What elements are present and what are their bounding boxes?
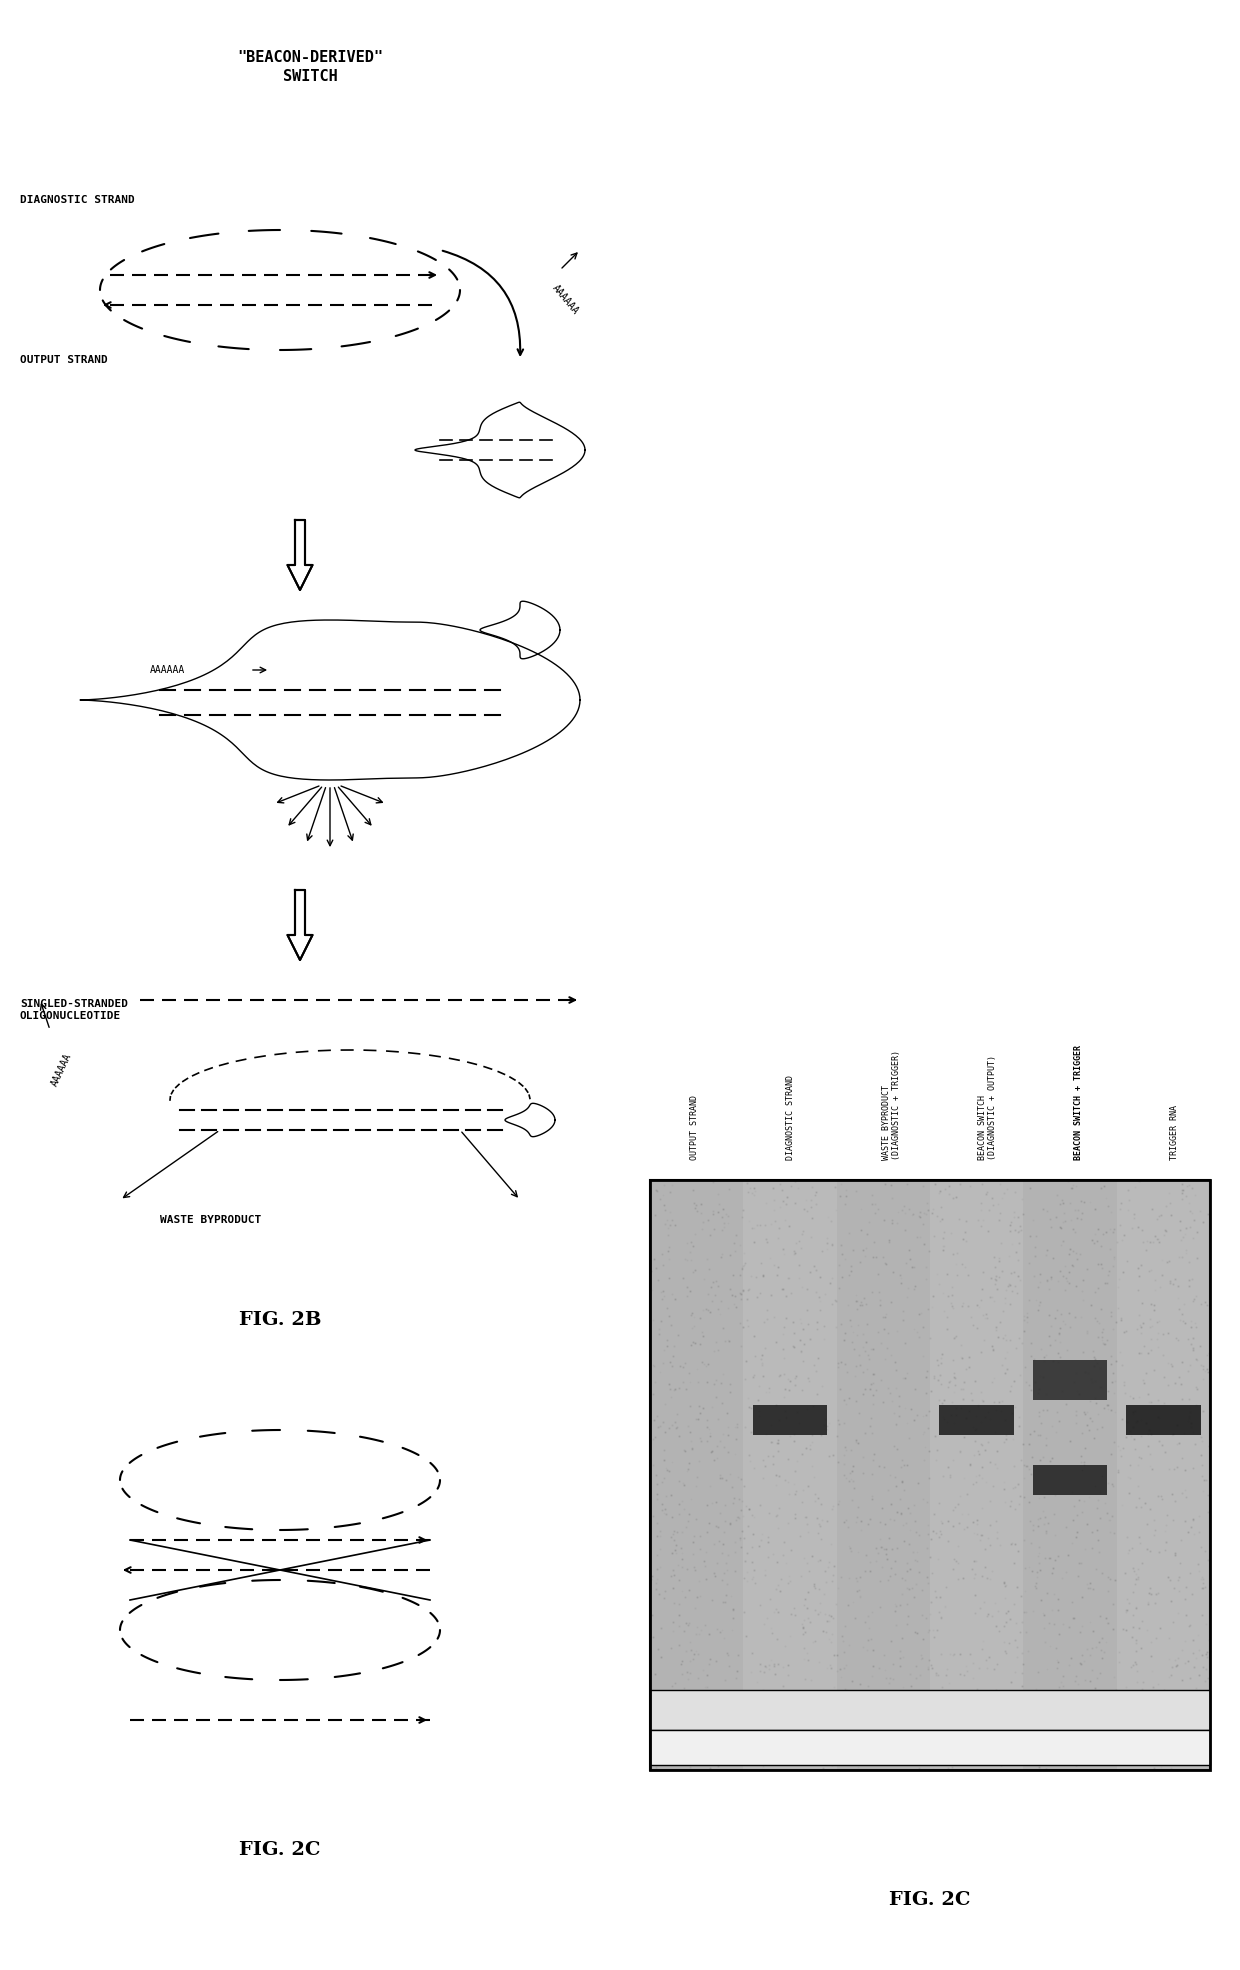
Text: AAAAAA: AAAAAA	[150, 666, 185, 676]
Text: AAAAAA: AAAAAA	[551, 284, 580, 317]
Bar	[1126, 1405, 1200, 1434]
Bar	[650, 1180, 743, 1769]
Text: WASTE BYPRODUCT: WASTE BYPRODUCT	[160, 1215, 262, 1225]
Polygon shape	[288, 890, 312, 959]
Bar	[650, 1730, 1210, 1765]
Bar	[837, 1180, 930, 1769]
Text: DIAGNOSTIC STRAND: DIAGNOSTIC STRAND	[786, 1076, 795, 1160]
Text: FIG. 2C: FIG. 2C	[889, 1891, 971, 1909]
Text: "BEACON-DERIVED"
SWITCH: "BEACON-DERIVED" SWITCH	[237, 49, 383, 83]
Text: FIG. 2B: FIG. 2B	[239, 1310, 321, 1330]
Bar	[650, 1180, 1210, 1769]
Bar	[1117, 1180, 1210, 1769]
Text: TRIGGER RNA: TRIGGER RNA	[1171, 1105, 1179, 1160]
Text: OUTPUT STRAND: OUTPUT STRAND	[689, 1095, 699, 1160]
Bar	[940, 1405, 1014, 1434]
Bar	[1023, 1180, 1117, 1769]
Polygon shape	[288, 520, 312, 589]
Text: OUTPUT STRAND: OUTPUT STRAND	[20, 355, 108, 364]
Bar	[1033, 1466, 1107, 1495]
Bar	[753, 1405, 827, 1434]
Text: SINGLED-STRANDED
OLIGONUCLEOTIDE: SINGLED-STRANDED OLIGONUCLEOTIDE	[20, 999, 128, 1020]
Bar	[743, 1180, 837, 1769]
Text: AAAAAA: AAAAAA	[50, 1052, 74, 1087]
Text: BEACON SWITCH
(DIAGNOSTIC + OUTPUT): BEACON SWITCH (DIAGNOSTIC + OUTPUT)	[978, 1056, 997, 1160]
Bar	[1033, 1359, 1107, 1401]
Text: DIAGNOSTIC STRAND: DIAGNOSTIC STRAND	[20, 195, 135, 205]
Bar	[650, 1180, 1210, 1769]
Bar	[650, 1690, 1210, 1730]
Text: WASTE BYPRODUCT
(DIAGNOSTIC + TRIGGER): WASTE BYPRODUCT (DIAGNOSTIC + TRIGGER)	[882, 1050, 901, 1160]
Text: BEACON SWITCH + TRIGGER: BEACON SWITCH + TRIGGER	[1074, 1044, 1083, 1160]
Bar	[930, 1180, 1023, 1769]
Text: FIG. 2C: FIG. 2C	[239, 1842, 321, 1860]
